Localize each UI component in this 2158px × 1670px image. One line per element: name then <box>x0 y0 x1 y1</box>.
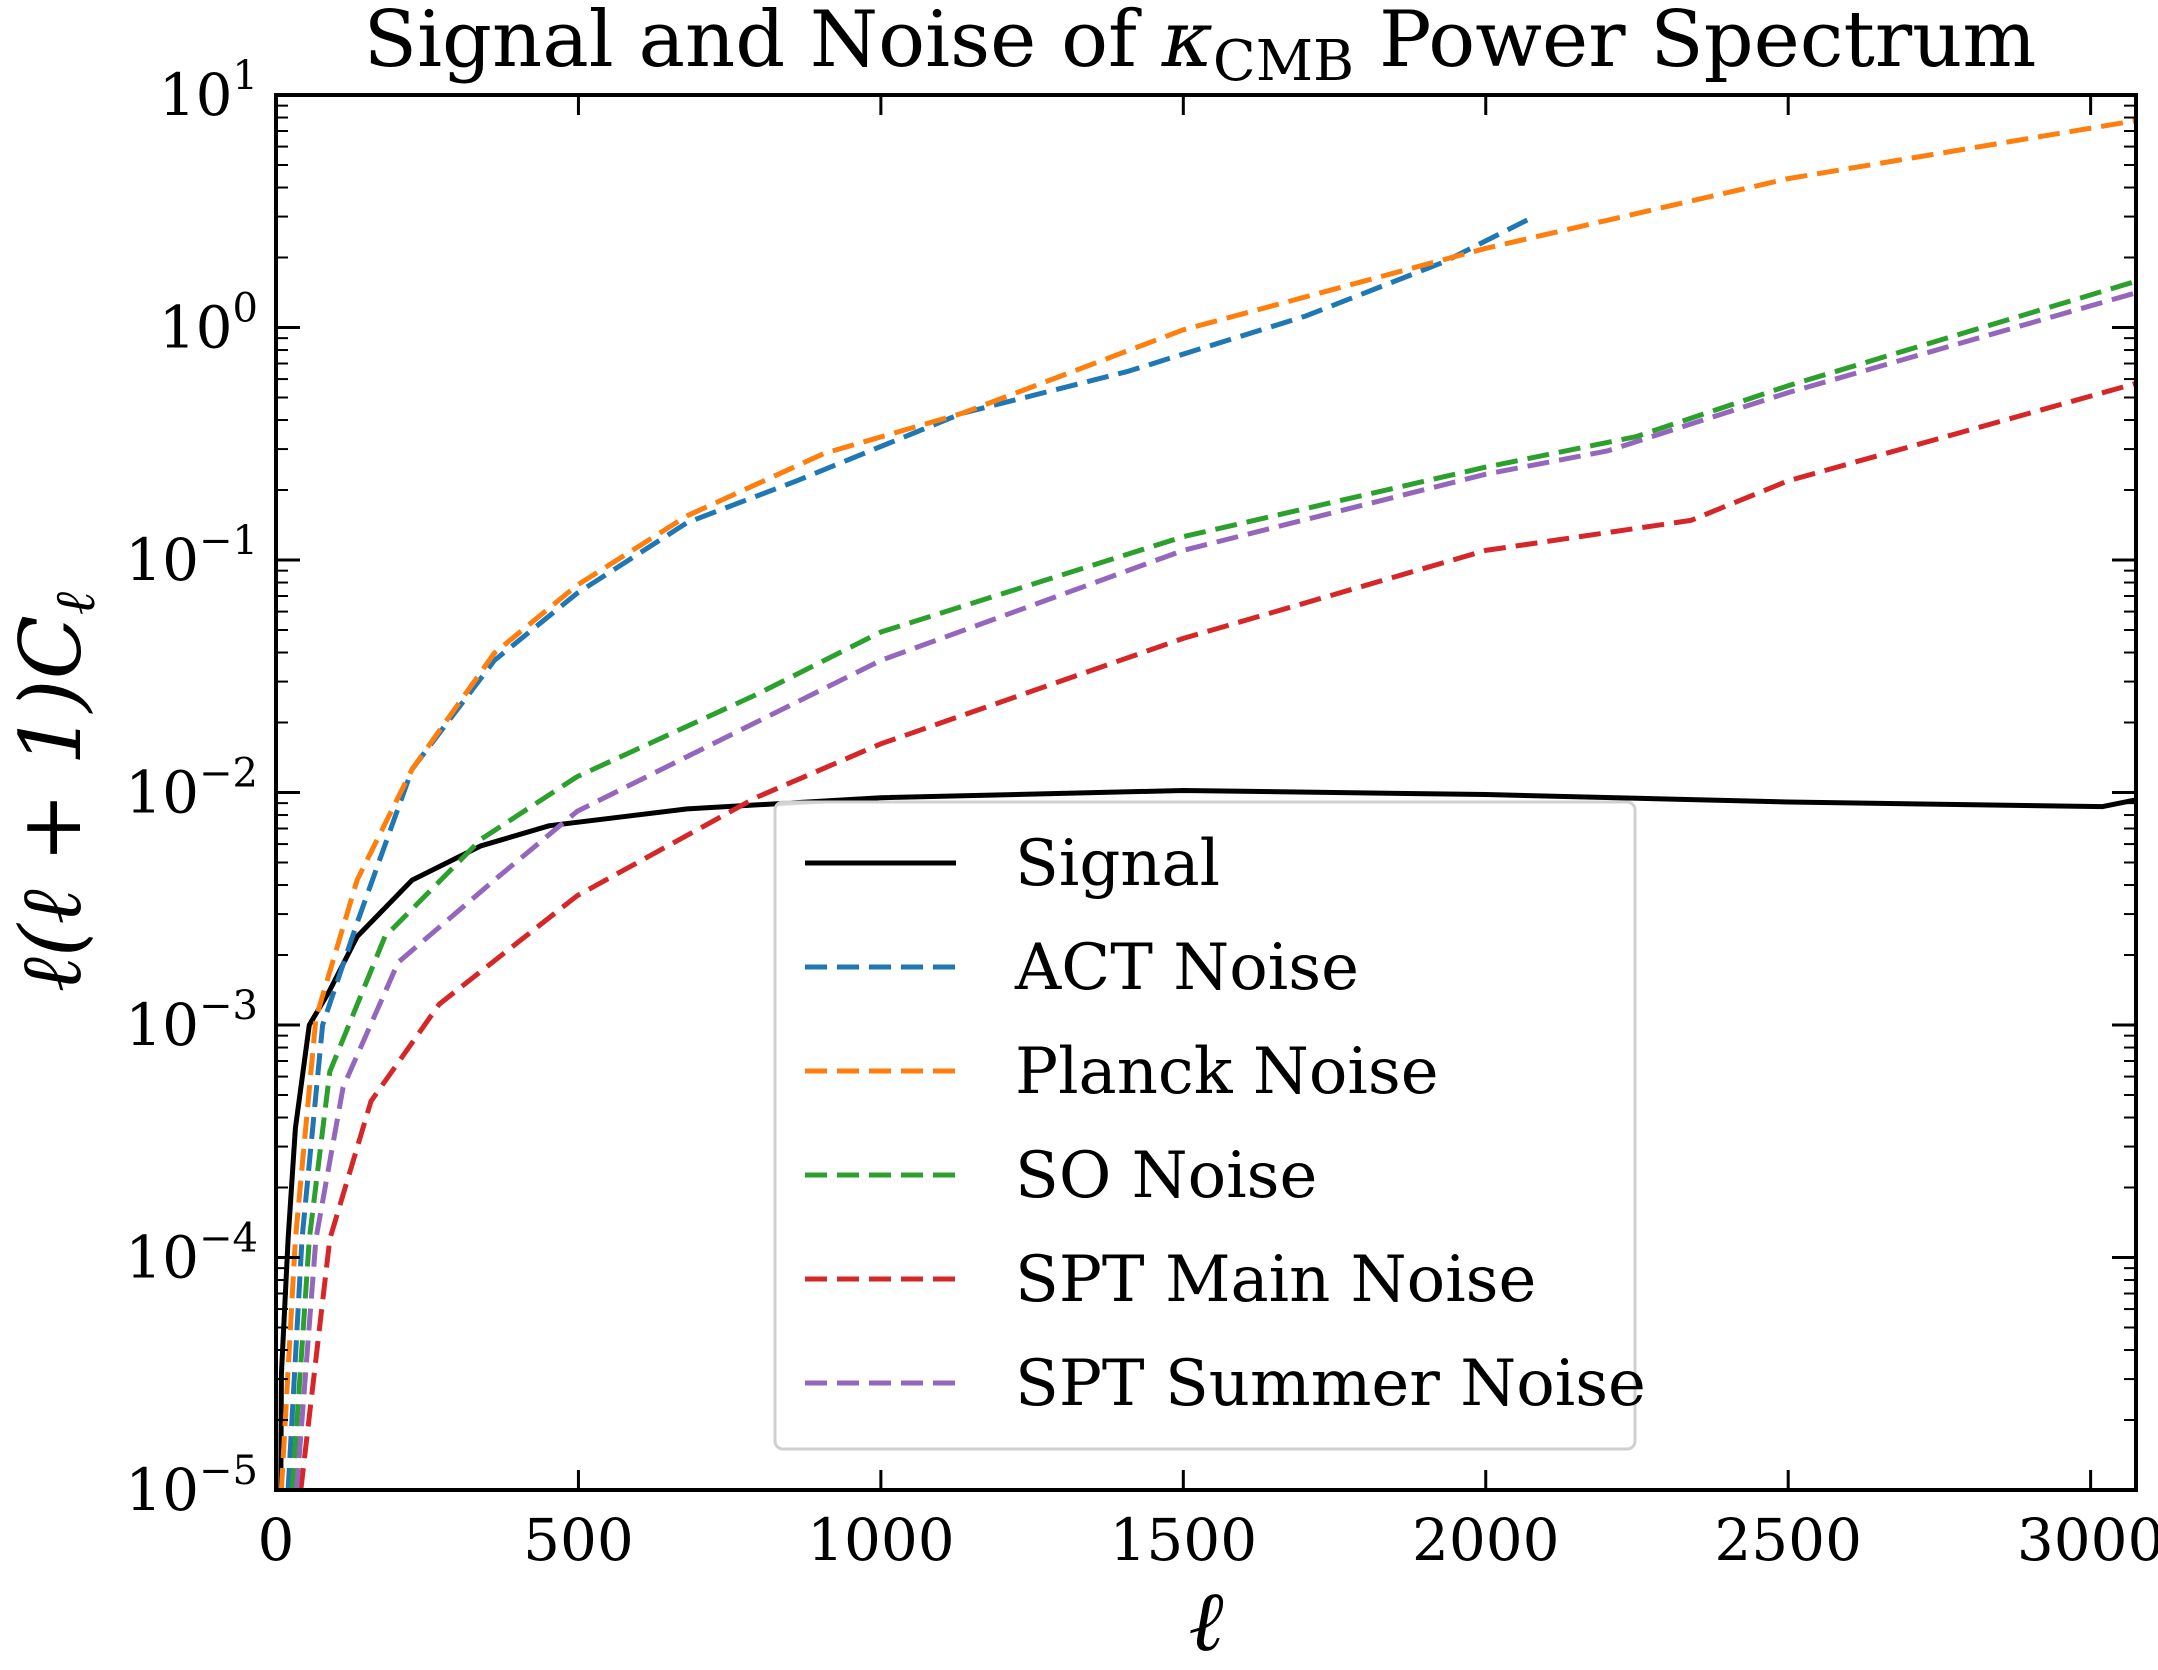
title-suffix: Power Spectrum <box>1354 0 2036 85</box>
legend-box <box>773 800 1637 1451</box>
legend-label-act-noise: ACT Noise <box>1014 931 1359 1005</box>
y-tick-exponent: −2 <box>199 751 258 797</box>
series-line-spt-summer-noise <box>294 290 2136 1490</box>
legend-label-signal: Signal <box>1015 827 1220 901</box>
y-label-main: ℓ(ℓ + 1)C <box>2 615 100 992</box>
x-tick-label: 1000 <box>807 1506 955 1574</box>
chart-title: Signal and Noise of κCMB Power Spectrum <box>364 0 2037 94</box>
series-line-signal <box>278 788 2136 1490</box>
y-tick-exponent: 0 <box>233 286 258 332</box>
y-label-sub: ℓ <box>43 591 108 615</box>
y-tick-base: 10 <box>125 991 199 1059</box>
y-tick-label: 10−2 <box>125 751 258 827</box>
y-tick-exponent: −5 <box>199 1448 258 1494</box>
x-tick-label: 500 <box>523 1506 634 1574</box>
y-tick-base: 10 <box>159 61 233 129</box>
title-symbol: κ <box>1161 0 1213 85</box>
series-line-spt-main-noise <box>298 380 2136 1490</box>
y-tick-exponent: −3 <box>199 983 258 1029</box>
x-axis-label: ℓ <box>1189 1572 1224 1670</box>
series-line-so-noise <box>289 278 2136 1490</box>
plot-area <box>278 118 2136 1490</box>
legend-label-spt-summer-noise: SPT Summer Noise <box>1015 1347 1646 1421</box>
series-line-act-noise <box>285 213 1537 1490</box>
legend-label-so-noise: SO Noise <box>1015 1139 1317 1213</box>
title-subscript: CMB <box>1213 29 1354 94</box>
y-tick-label: 10−4 <box>125 1216 258 1292</box>
series-line-planck-noise <box>278 118 2136 1490</box>
y-tick-label: 10−5 <box>125 1448 258 1524</box>
x-tick-label: 2500 <box>1714 1506 1862 1574</box>
y-tick-label: 10−1 <box>125 518 258 594</box>
y-tick-label: 100 <box>159 286 258 362</box>
x-tick-label: 1500 <box>1110 1506 1258 1574</box>
title-prefix: Signal and Noise of <box>364 0 1162 85</box>
y-tick-base: 10 <box>125 759 199 827</box>
legend-label-planck-noise: Planck Noise <box>1015 1035 1439 1109</box>
y-tick-base: 10 <box>125 526 199 594</box>
x-tick-label: 3000 <box>2017 1506 2158 1574</box>
legend: Signal ACT Noise Planck Noise SO Noise SPT M… <box>773 800 1646 1451</box>
x-tick-label: 0 <box>258 1506 295 1574</box>
y-tick-base: 10 <box>159 294 233 362</box>
x-tick-label: 2000 <box>1412 1506 1560 1574</box>
axes: 0 500 1000 1500 2000 2500 300010−510−410−310−2… <box>125 53 2158 1574</box>
y-tick-exponent: −4 <box>199 1216 258 1262</box>
y-tick-exponent: −1 <box>199 518 258 564</box>
y-axis-label: ℓ(ℓ + 1)Cℓ <box>2 591 108 992</box>
y-tick-base: 10 <box>125 1224 199 1292</box>
y-tick-label: 101 <box>159 53 258 129</box>
y-tick-label: 10−3 <box>125 983 258 1059</box>
legend-label-spt-main-noise: SPT Main Noise <box>1015 1243 1536 1317</box>
y-tick-base: 10 <box>125 1456 199 1524</box>
y-tick-exponent: 1 <box>233 53 258 99</box>
